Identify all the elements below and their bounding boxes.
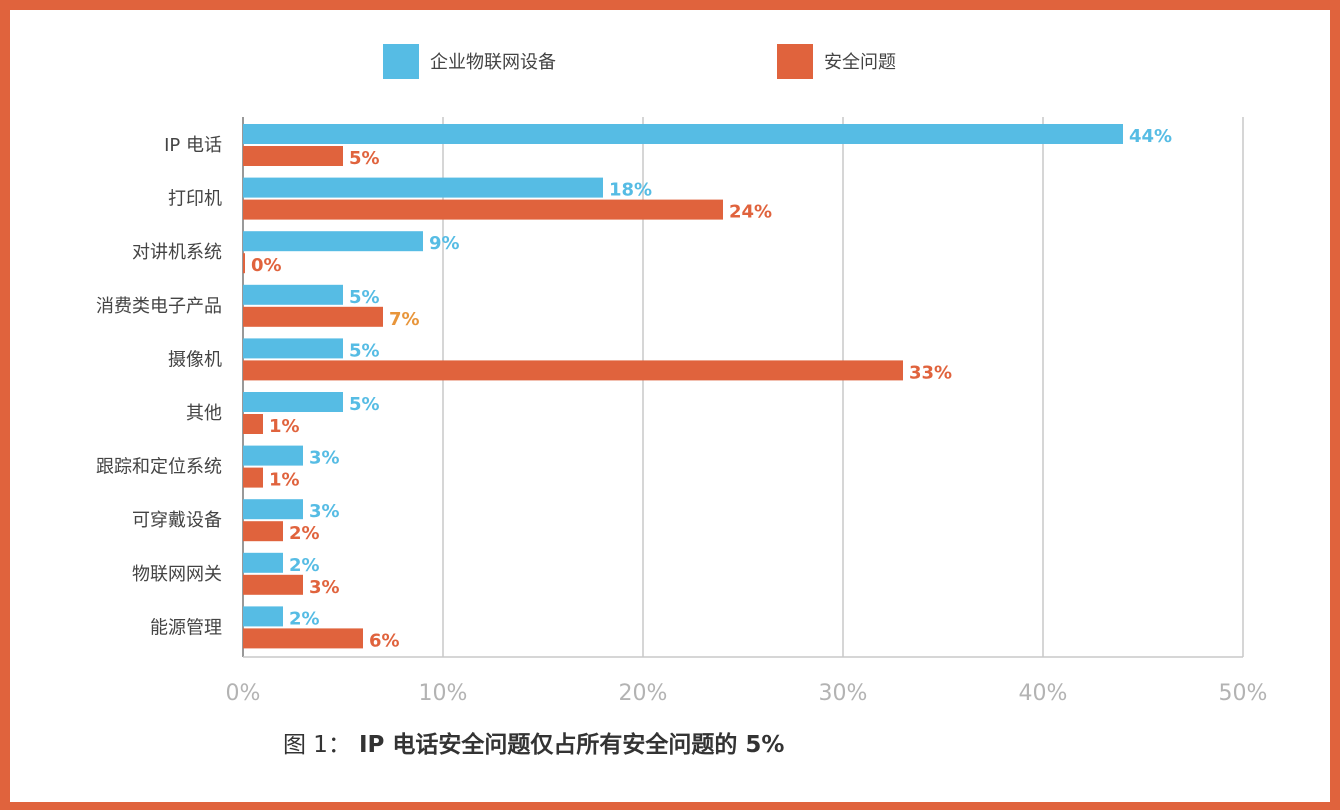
data-label-series-0: 18% xyxy=(609,180,652,201)
bar-series-0 xyxy=(243,552,283,573)
bar-series-1 xyxy=(243,467,263,488)
data-label-series-1: 1% xyxy=(269,416,300,437)
data-label-series-0: 44% xyxy=(1129,126,1172,147)
bar-series-0 xyxy=(243,392,343,412)
bar-series-1 xyxy=(243,414,263,434)
data-label-series-1: 1% xyxy=(269,470,300,491)
category-label: 物联网网关 xyxy=(132,564,222,585)
bar-series-0 xyxy=(243,284,343,305)
data-label-series-0: 5% xyxy=(349,340,380,361)
bar-series-1 xyxy=(243,574,303,595)
legend-swatch-series-0 xyxy=(383,44,419,79)
x-tick-label: 30% xyxy=(819,681,868,706)
bar-series-1 xyxy=(243,360,903,381)
x-tick-label: 40% xyxy=(1019,681,1068,706)
data-label-series-0: 5% xyxy=(349,287,380,308)
data-label-series-1: 5% xyxy=(349,148,380,169)
caption-text: IP 电话安全问题仅占所有安全问题的 5% xyxy=(359,731,784,758)
x-tick-label: 50% xyxy=(1219,681,1268,706)
category-label: IP 电话 xyxy=(164,135,222,156)
data-label-series-0: 9% xyxy=(429,233,460,254)
data-label-series-1: 0% xyxy=(251,255,282,276)
bar-series-0 xyxy=(243,231,423,252)
data-label-series-0: 2% xyxy=(289,555,320,576)
bar-series-0 xyxy=(243,499,303,520)
bar-series-0 xyxy=(243,338,343,359)
legend: 企业物联网设备 安全问题 xyxy=(383,44,896,79)
data-label-series-1: 24% xyxy=(729,202,772,223)
bar-series-1 xyxy=(243,199,723,220)
data-label-series-1: 2% xyxy=(289,523,320,544)
data-label-series-1: 33% xyxy=(909,362,952,383)
data-label-series-0: 3% xyxy=(309,501,340,522)
bar-series-1 xyxy=(243,146,343,166)
category-label: 消费类电子产品 xyxy=(96,296,222,317)
category-label: 摄像机 xyxy=(168,349,222,370)
caption-lead: 图 1： xyxy=(283,732,351,758)
data-label-series-0: 3% xyxy=(309,448,340,469)
bar-series-1 xyxy=(243,521,283,542)
chart-caption: 图 1： IP 电话安全问题仅占所有安全问题的 5% xyxy=(283,731,784,758)
data-label-series-0: 2% xyxy=(289,608,320,629)
bar-series-0 xyxy=(243,445,303,466)
category-label: 其他 xyxy=(186,403,222,424)
x-tick-label: 20% xyxy=(619,681,668,706)
data-label-series-1: 7% xyxy=(389,309,420,330)
x-tick-label: 0% xyxy=(226,681,261,706)
category-label: 能源管理 xyxy=(150,617,222,638)
bar-series-1 xyxy=(243,253,245,274)
category-label: 打印机 xyxy=(168,189,222,210)
data-label-series-1: 6% xyxy=(369,630,400,651)
legend-label-series-0: 企业物联网设备 xyxy=(430,52,556,73)
category-labels: IP 电话打印机对讲机系统消费类电子产品摄像机其他跟踪和定位系统可穿戴设备物联网… xyxy=(96,135,222,638)
category-label: 对讲机系统 xyxy=(132,242,222,263)
value-labels: 44%5%18%24%9%0%5%7%5%33%5%1%3%1%3%2%2%3%… xyxy=(251,126,1172,651)
bar-series-0 xyxy=(243,177,603,198)
x-tick-labels: 0% 10% 20% 30% 40% 50% xyxy=(226,681,1268,706)
bars xyxy=(243,124,1123,649)
x-tick-label: 10% xyxy=(419,681,468,706)
legend-label-series-1: 安全问题 xyxy=(824,52,896,73)
legend-swatch-series-1 xyxy=(777,44,813,79)
bar-series-1 xyxy=(243,306,383,327)
bar-series-0 xyxy=(243,124,1123,144)
bar-series-0 xyxy=(243,606,283,627)
category-label: 可穿戴设备 xyxy=(132,510,222,531)
grid-lines xyxy=(242,117,1244,658)
data-label-series-0: 5% xyxy=(349,394,380,415)
data-label-series-1: 3% xyxy=(309,577,340,598)
category-label: 跟踪和定位系统 xyxy=(96,457,222,478)
bar-series-1 xyxy=(243,628,363,649)
